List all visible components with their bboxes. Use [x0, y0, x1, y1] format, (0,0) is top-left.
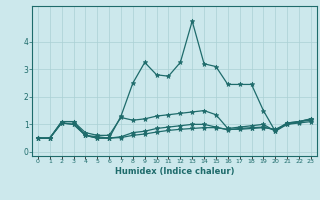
X-axis label: Humidex (Indice chaleur): Humidex (Indice chaleur) — [115, 167, 234, 176]
